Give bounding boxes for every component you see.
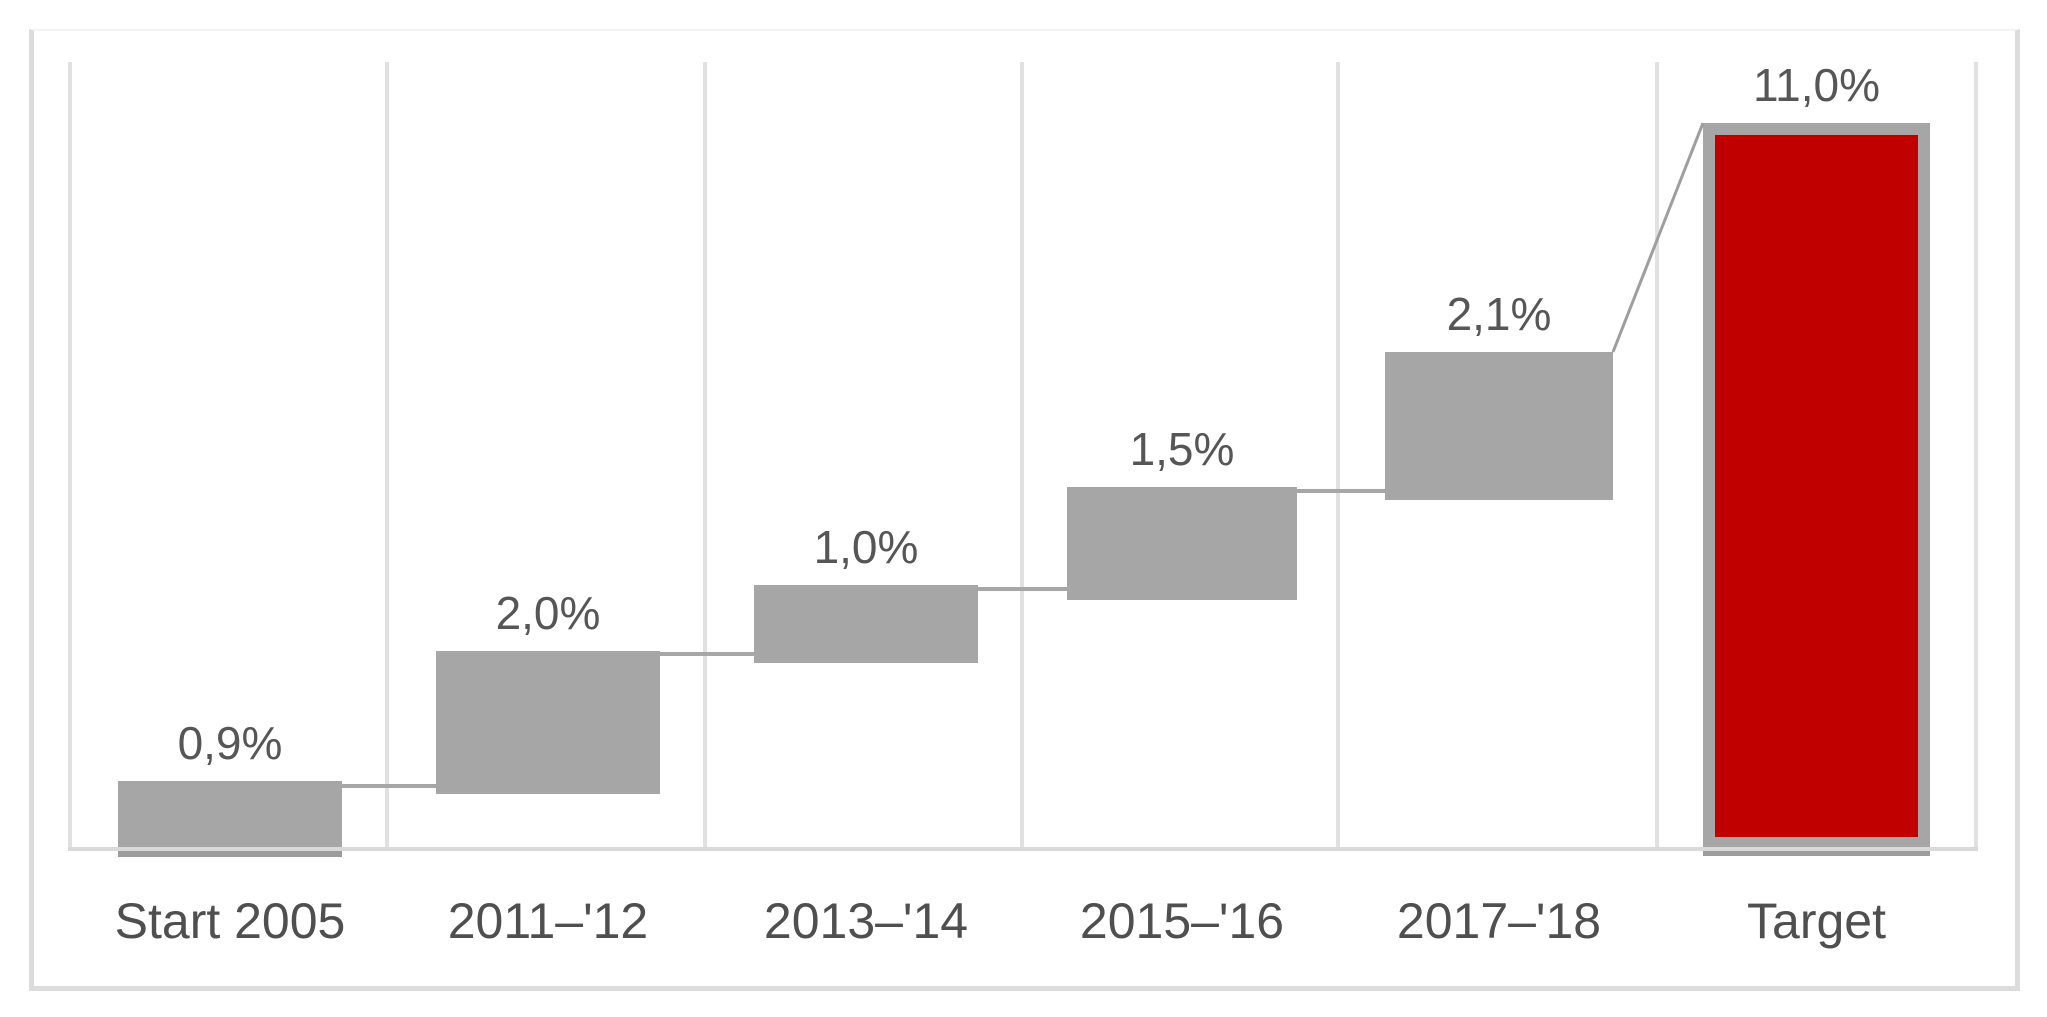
bar-start-2005 [118, 781, 342, 849]
bar-2013-14 [754, 585, 978, 663]
category-label-start-2005: Start 2005 [114, 893, 346, 949]
value-label-2011-12: 2,0% [495, 587, 601, 639]
step-connector-line [1297, 489, 1385, 493]
bar-base-shadow [118, 849, 342, 857]
category-label-target: Target [1747, 893, 1886, 949]
gridline [68, 62, 72, 851]
step-connector-line [342, 784, 436, 788]
value-label-2017-18: 2,1% [1446, 288, 1552, 340]
gridline [1020, 62, 1024, 851]
gridline [1655, 62, 1659, 851]
category-label-2013-14: 2013–'14 [763, 893, 969, 949]
bar-target [1703, 123, 1930, 849]
gridline [703, 62, 707, 851]
value-label-start-2005: 0,9% [177, 717, 283, 769]
category-label-2015-16: 2015–'16 [1079, 893, 1285, 949]
figure-border [29, 29, 2020, 991]
gridline [1974, 62, 1978, 851]
bar-2011-12 [436, 651, 660, 794]
step-connector-line [660, 652, 754, 656]
axis-line [68, 847, 1978, 851]
bar-2015-16 [1067, 487, 1297, 600]
bar-2017-18 [1385, 352, 1613, 500]
gridline [385, 62, 389, 851]
gridline [1336, 62, 1340, 851]
bar-base-shadow [1703, 849, 1930, 856]
step-connector-line [978, 587, 1067, 591]
target-connector-line [1611, 122, 1705, 353]
value-label-2013-14: 1,0% [813, 521, 919, 573]
value-label-2015-16: 1,5% [1129, 423, 1235, 475]
category-label-2011-12: 2011–'12 [447, 893, 649, 949]
category-label-2017-18: 2017–'18 [1396, 893, 1602, 949]
value-label-target: 11,0% [1752, 59, 1881, 111]
